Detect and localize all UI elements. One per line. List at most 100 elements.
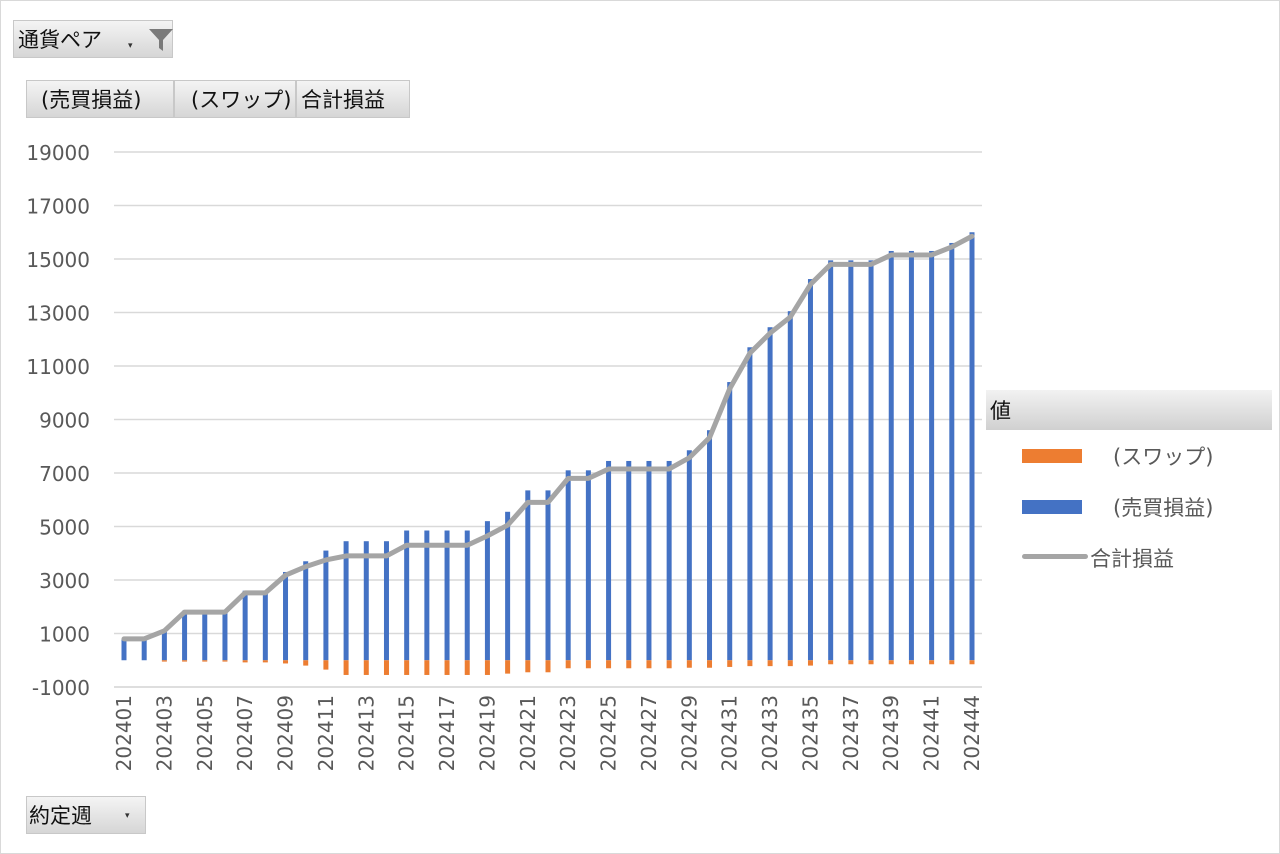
x-tick-label: 202405 (193, 695, 217, 771)
x-tick-label: 202431 (718, 695, 742, 771)
legend-swatch-total (1022, 554, 1088, 559)
bar-sales (464, 530, 470, 661)
series-field-swap-label: (スワップ) (191, 88, 292, 112)
bar-swap (323, 660, 329, 670)
chevron-down-icon[interactable]: ▾ (128, 41, 133, 51)
series-field-sales-label: (売買損益) (41, 88, 142, 112)
x-tick-label: 202409 (274, 695, 298, 771)
bar-swap (787, 660, 793, 667)
y-tick-label: 19000 (26, 141, 90, 165)
filter-field-button[interactable]: 通貨ペア ▾ (13, 20, 173, 58)
bar-sales (161, 629, 167, 661)
filter-field-label: 通貨ペア (18, 28, 102, 52)
bar-sales (868, 260, 874, 661)
bar-swap (807, 660, 813, 666)
legend-label-total: 合計損益 (1090, 547, 1174, 571)
bar-swap (484, 660, 490, 675)
x-tick-label: 202411 (314, 695, 338, 771)
legend-label-swap: (スワップ) (1113, 445, 1214, 469)
bar-swap (424, 660, 430, 675)
x-tick-label: 202407 (233, 695, 257, 771)
y-tick-label: 1000 (39, 623, 90, 647)
bar-sales (707, 430, 713, 661)
bar-sales (545, 490, 551, 661)
bar-sales (323, 550, 329, 661)
x-tick-label: 202423 (556, 695, 580, 771)
bar-swap (404, 660, 410, 675)
y-tick-label: 15000 (26, 248, 90, 272)
bar-swap (383, 660, 389, 675)
y-tick-label: 3000 (39, 569, 90, 593)
bar-swap (828, 660, 834, 665)
bar-sales (908, 250, 914, 661)
series-field-total-label: 合計損益 (301, 88, 385, 112)
bar-swap (666, 660, 672, 669)
bar-swap (606, 660, 612, 669)
bar-swap (283, 660, 289, 664)
bar-sales (525, 490, 531, 661)
x-tick-label: 202427 (637, 695, 661, 771)
x-tick-label: 202437 (839, 695, 863, 771)
series-field-swap[interactable]: (スワップ) (174, 80, 296, 118)
x-tick-label: 202433 (758, 695, 782, 771)
bar-sales (686, 450, 692, 661)
x-tick-label: 202441 (920, 695, 944, 771)
x-tick-label: 202421 (516, 695, 540, 771)
bar-sales (969, 232, 975, 661)
bar-sales (484, 521, 490, 661)
bar-swap (464, 660, 470, 675)
bar-sales (585, 470, 591, 661)
bar-swap (161, 660, 167, 662)
x-tick-label: 202429 (677, 695, 701, 771)
bar-sales (424, 530, 430, 661)
x-tick-label: 202425 (597, 695, 621, 771)
bar-sales (646, 460, 652, 661)
bar-sales (444, 530, 450, 661)
legend-header-label: 値 (990, 399, 1011, 423)
bar-swap (444, 660, 450, 675)
series-field-total[interactable]: 合計損益 (296, 80, 410, 118)
x-tick-label: 202444 (960, 695, 984, 771)
bar-swap (707, 660, 713, 668)
bar-swap (303, 660, 309, 666)
series-field-sales[interactable]: (売買損益) (26, 80, 174, 118)
axis-field-button[interactable]: 約定週 ▾ (26, 796, 146, 834)
bar-swap (222, 660, 228, 662)
y-tick-label: 9000 (39, 409, 90, 433)
axis-field-label: 約定週 (29, 804, 92, 828)
bar-swap (626, 660, 632, 669)
legend-swatch-sales (1022, 500, 1082, 514)
x-tick-label: 202417 (435, 695, 459, 771)
bar-swap (747, 660, 753, 667)
bar-sales (848, 260, 854, 661)
y-tick-label: 17000 (26, 195, 90, 219)
bar-swap (969, 660, 975, 665)
legend-swatch-swap (1022, 449, 1082, 463)
bar-swap (565, 660, 571, 669)
bar-sales (141, 638, 147, 661)
bar-sales (888, 250, 894, 661)
filter-icon[interactable] (148, 27, 174, 53)
bar-sales (182, 610, 188, 661)
bar-swap (182, 660, 188, 662)
y-tick-label: -1000 (32, 676, 90, 700)
bar-sales (363, 541, 369, 661)
bar-swap (949, 660, 955, 665)
y-tick-label: 11000 (26, 355, 90, 379)
bar-sales (303, 561, 309, 661)
chevron-down-icon[interactable]: ▾ (125, 811, 130, 821)
y-tick-label: 7000 (39, 462, 90, 486)
x-tick-label: 202401 (112, 695, 136, 771)
bar-sales (383, 541, 389, 661)
bar-sales (727, 382, 733, 661)
legend-label-sales: (売買損益) (1113, 496, 1214, 520)
bar-swap (585, 660, 591, 669)
bar-sales (606, 460, 612, 661)
bar-swap (727, 660, 733, 667)
bar-sales (404, 530, 410, 661)
bar-sales (283, 571, 289, 661)
bar-swap (545, 660, 551, 673)
bar-sales (505, 511, 511, 661)
bar-swap (888, 660, 894, 665)
